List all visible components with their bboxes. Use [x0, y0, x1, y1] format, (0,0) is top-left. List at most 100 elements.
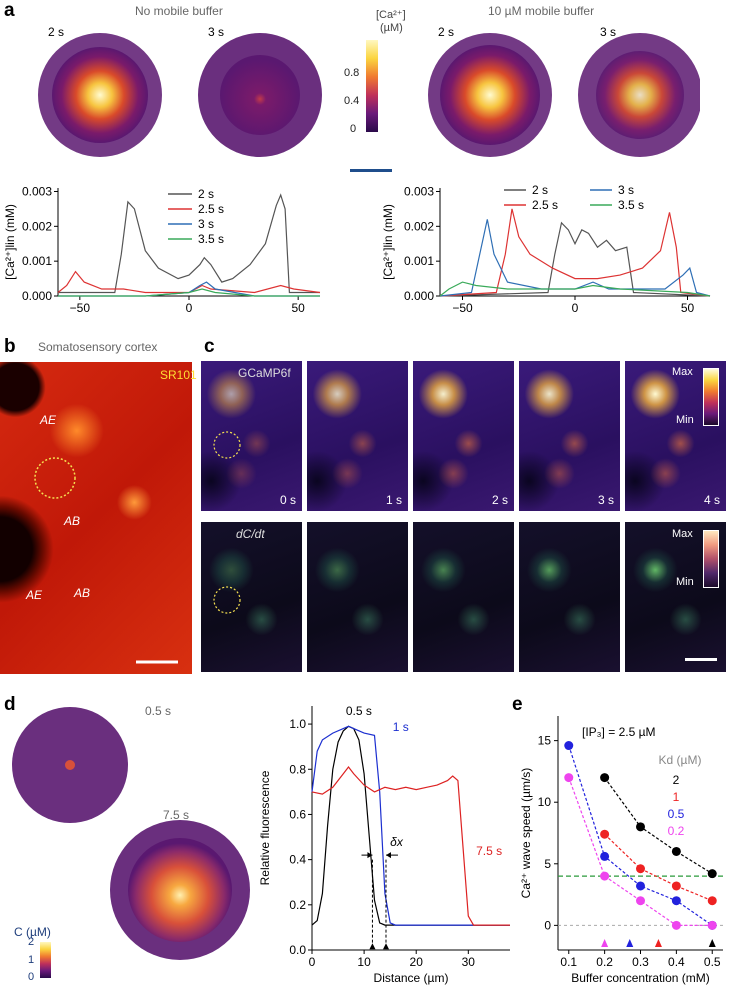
neuron-d2	[110, 820, 250, 960]
y-axis-label: [Ca²⁺]lin (mM)	[3, 204, 17, 280]
panel-d-colorbar-title: C (µM)	[14, 925, 51, 939]
panel-c-row2-label: dC/dt	[236, 527, 265, 541]
dx-arrowhead-left	[367, 852, 373, 859]
y-tick-label: 0.000	[404, 289, 434, 303]
x-tick-label: 30	[462, 955, 476, 969]
panel-d-colorbar-tick-top: 2	[28, 936, 35, 948]
panel-b-roi-circle	[34, 457, 76, 499]
panel-a-time-1: 2 s	[48, 25, 65, 39]
gcamp-tile-3: 3 s	[519, 361, 620, 511]
x-axis-label: Buffer concentration (mM)	[571, 971, 710, 985]
legend-label-1: 2.5 s	[198, 202, 224, 216]
y-tick-label: 0.003	[22, 184, 52, 198]
y-tick-label: 0.8	[289, 762, 306, 776]
panel-d-colorbar-tick-bottom: 0	[28, 971, 35, 983]
chart-title: [IP₃] = 2.5 µM	[582, 725, 656, 739]
panel-b-image	[0, 362, 192, 674]
legend-label-3: 3.5 s	[618, 198, 644, 212]
series-label-2: 7.5 s	[476, 844, 502, 858]
panel-c-colorbar-1-min: Min	[676, 414, 694, 426]
dx-uparrow-1	[382, 943, 389, 950]
chart-d-right: 0 10 20 30 0.0 0.2 0.4 0.6 0.8 1.0 Distance (µm) Re…	[258, 704, 510, 985]
dx-label: δx	[390, 835, 404, 849]
series-line-0.5s	[311, 725, 510, 926]
dx-uparrow-0	[369, 943, 376, 950]
legend-label-0: 2 s	[532, 183, 548, 197]
x-tick-label: 50	[291, 301, 305, 313]
series-line-2s	[58, 193, 320, 294]
panel-b-label-ae1: AE	[40, 413, 57, 427]
gcamp-tile-time-1: 1 s	[385, 493, 402, 507]
legend-label-0: 2 s	[198, 187, 214, 201]
series-line-3s	[439, 219, 711, 297]
point-0.2-3	[671, 920, 681, 930]
panel-c-row-dcdt	[201, 522, 732, 672]
dcdt-tile-2	[413, 522, 514, 672]
gcamp-tile-2: 2 s	[413, 361, 514, 511]
x-tick-label: 0.4	[668, 955, 685, 969]
x-tick-label: −50	[452, 301, 473, 313]
panel-c-colorbar-2	[703, 530, 719, 588]
panel-a-time-3: 2 s	[438, 25, 455, 39]
panel-b-label-ab1: AB	[64, 514, 81, 528]
x-tick-label: 0	[572, 301, 579, 313]
legend-label-3: 0.2	[668, 824, 685, 838]
y-tick-label: 0	[544, 918, 551, 932]
neuron-a2	[198, 33, 322, 157]
panel-c-colorbar-1	[703, 368, 719, 426]
panel-a-time-2: 3 s	[208, 25, 225, 39]
panel-a-colorbar-title: [Ca²⁺]	[376, 9, 406, 21]
gcamp-tile-0: 0 s	[201, 361, 302, 511]
gcamp-tile-1: 1 s	[307, 361, 408, 511]
legend-label-2: 3 s	[618, 183, 634, 197]
panel-d-colorbar-tick-mid: 1	[28, 954, 35, 966]
x-tick-label: −50	[70, 301, 91, 313]
series-line-2.5s	[57, 270, 321, 294]
panel-d-neuron-images	[12, 707, 250, 960]
panel-a-time-4: 3 s	[600, 25, 617, 39]
point-0.5-1	[600, 851, 610, 861]
dcdt-roi-circle	[213, 586, 241, 614]
dcdt-tile-3	[519, 522, 620, 672]
y-axis-label: Relative fluorescence	[258, 770, 272, 885]
neuron-d1	[12, 707, 128, 823]
panel-d-time-2: 7.5 s	[163, 808, 190, 822]
gcamp-roi-circle	[213, 431, 241, 459]
panel-a-right-caption: 10 µM mobile buffer	[488, 4, 595, 18]
x-arrow-2	[654, 939, 662, 947]
panel-b-letter: b	[4, 336, 16, 357]
x-tick-label: 10	[357, 955, 371, 969]
x-axis-label: Distance (µm)	[374, 971, 449, 985]
dcdt-tile-1	[307, 522, 408, 672]
panel-a-letter: a	[4, 0, 15, 21]
x-tick-label: 0	[309, 955, 316, 969]
panel-e-letter: e	[512, 694, 523, 715]
panel-b-overlay	[34, 457, 178, 664]
point-2-3	[707, 869, 717, 879]
series-label-0: 0.5 s	[346, 704, 372, 718]
x-tick-label: 20	[410, 955, 424, 969]
series-line-2.5s	[439, 208, 711, 297]
panel-d-letter: d	[4, 694, 16, 715]
series-line-1	[604, 833, 713, 902]
legend-label-2: 0.5	[668, 807, 685, 821]
gcamp-tile-time-3: 3 s	[597, 493, 614, 507]
panel-a-colorbar-tick-bottom: 0	[350, 123, 357, 135]
neuron-a1	[38, 33, 162, 157]
neuron-a3	[428, 33, 552, 157]
series-line-3s	[58, 281, 320, 297]
dx-arrowhead-right	[385, 852, 391, 859]
legend-label-2: 3 s	[198, 217, 214, 231]
point-0.5-2	[636, 881, 645, 891]
series-line-7.5s	[311, 766, 510, 926]
y-tick-label: 0.0	[289, 943, 306, 957]
neuron-a4	[578, 33, 700, 157]
x-arrow-0	[601, 939, 609, 947]
y-tick-label: 0.001	[404, 254, 434, 268]
panel-a-colorbar-tick-top: 0.8	[344, 67, 360, 79]
panel-d-time-1: 0.5 s	[145, 704, 172, 718]
point-0.2-1	[600, 871, 610, 881]
x-arrow-1	[626, 939, 634, 947]
